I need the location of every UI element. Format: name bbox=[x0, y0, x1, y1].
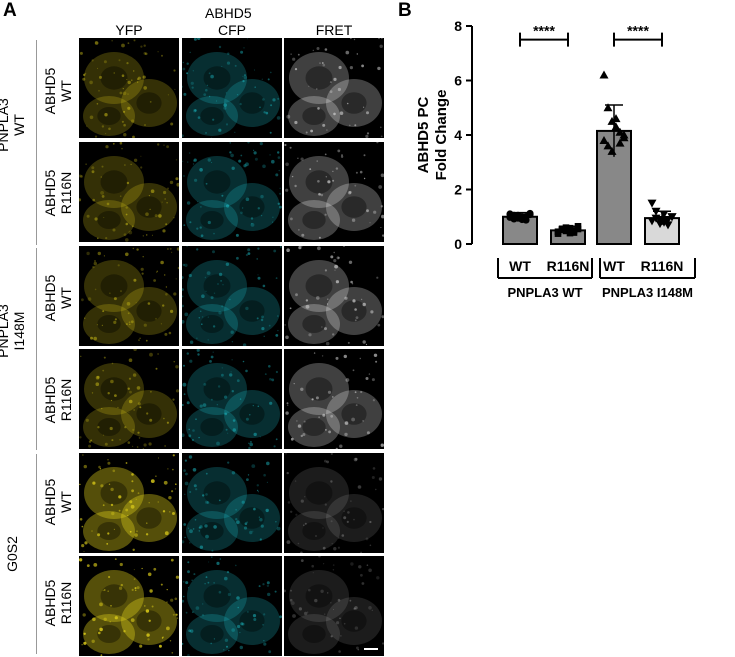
data-point bbox=[667, 213, 677, 222]
column-header-cfp: CFP bbox=[218, 22, 246, 38]
row-label: ABHD5 WT bbox=[42, 67, 74, 115]
data-point bbox=[663, 221, 673, 230]
group-label: PNPLA3 WT bbox=[507, 285, 582, 300]
micrograph-fret-row-4 bbox=[284, 349, 384, 449]
micrograph-cfp-row-4 bbox=[182, 349, 282, 449]
micrograph-fret-row-6 bbox=[284, 556, 384, 656]
data-point bbox=[562, 227, 570, 235]
data-point bbox=[566, 229, 574, 237]
data-point bbox=[574, 225, 582, 233]
column-header-yfp: YFP bbox=[115, 22, 143, 38]
significance-label: **** bbox=[627, 23, 649, 39]
data-point bbox=[607, 146, 617, 155]
group-label: PNPLA3 I148M bbox=[602, 285, 693, 300]
micrograph-yfp-row-2 bbox=[79, 142, 179, 242]
data-point bbox=[607, 116, 617, 125]
abhd5-header: ABHD5 bbox=[205, 5, 252, 21]
micrograph-cfp-row-1 bbox=[182, 38, 282, 138]
micrograph-fret-row-5 bbox=[284, 453, 384, 553]
significance-label: **** bbox=[533, 23, 555, 39]
y-tick-label: 6 bbox=[454, 73, 462, 89]
data-point bbox=[655, 220, 665, 229]
column-header-fret: FRET bbox=[315, 22, 353, 38]
data-point bbox=[659, 210, 669, 219]
group-divider bbox=[36, 40, 37, 245]
data-point bbox=[619, 130, 629, 139]
row-label: ABHD5 R116N bbox=[42, 169, 74, 217]
micrograph-cfp-row-3 bbox=[182, 246, 282, 346]
data-point bbox=[651, 207, 661, 216]
micrograph-yfp-row-6 bbox=[79, 556, 179, 656]
data-point bbox=[558, 226, 566, 234]
data-point bbox=[599, 135, 609, 144]
group-divider bbox=[36, 454, 37, 654]
y-tick-label: 2 bbox=[454, 182, 462, 198]
micrograph-fret-row-2 bbox=[284, 142, 384, 242]
row-label: ABHD5 R116N bbox=[42, 376, 74, 424]
data-point bbox=[526, 210, 534, 219]
group-label-pnpla3-wt: PNPLA3 WT bbox=[0, 98, 27, 152]
data-point bbox=[651, 214, 661, 223]
category-label: R116N bbox=[641, 258, 684, 274]
group-divider bbox=[36, 248, 37, 450]
bar-chart: 0 2 4 6 8 ABHD5 PC Fold Change **** **** WT R116N W… bbox=[415, 18, 696, 300]
data-point bbox=[611, 114, 621, 123]
data-point bbox=[611, 122, 621, 131]
category-label: R116N bbox=[547, 258, 590, 274]
y-tick-label: 8 bbox=[454, 18, 462, 34]
y-tick-label: 4 bbox=[454, 127, 462, 143]
data-point bbox=[647, 199, 657, 208]
data-point bbox=[566, 224, 574, 232]
micrograph-fret-row-1 bbox=[284, 38, 384, 138]
group-label-g0s2: G0S2 bbox=[4, 536, 20, 572]
category-label: WT bbox=[603, 258, 625, 274]
bar-1 bbox=[502, 215, 538, 245]
micrograph-yfp-row-4 bbox=[79, 349, 179, 449]
row-label: ABHD5 R116N bbox=[42, 579, 74, 627]
row-label: ABHD5 WT bbox=[42, 274, 74, 322]
micrograph-cfp-row-5 bbox=[182, 453, 282, 553]
data-point bbox=[570, 229, 578, 236]
micrograph-cfp-row-6 bbox=[182, 556, 282, 656]
y-axis-label: ABHD5 PC bbox=[415, 96, 432, 173]
group-label-pnpla3-i148m: PNPLA3 I148M bbox=[0, 304, 27, 358]
row-label: ABHD5 WT bbox=[42, 478, 74, 526]
data-point bbox=[603, 103, 613, 112]
data-point bbox=[615, 138, 625, 147]
category-label: WT bbox=[509, 258, 531, 274]
micrograph-cfp-row-2 bbox=[182, 142, 282, 242]
y-axis-label: Fold Change bbox=[433, 90, 450, 181]
micrograph-yfp-row-1 bbox=[79, 38, 179, 138]
data-point bbox=[603, 141, 613, 150]
data-point bbox=[554, 230, 562, 237]
panel-b-label: B bbox=[398, 0, 412, 21]
data-point bbox=[522, 216, 530, 224]
panel-a-label: A bbox=[3, 0, 17, 21]
y-tick-label: 0 bbox=[454, 236, 462, 252]
micrograph-yfp-row-3 bbox=[79, 246, 179, 346]
micrograph-yfp-row-5 bbox=[79, 453, 179, 553]
micrograph-fret-row-3 bbox=[284, 246, 384, 346]
data-point bbox=[599, 70, 609, 79]
